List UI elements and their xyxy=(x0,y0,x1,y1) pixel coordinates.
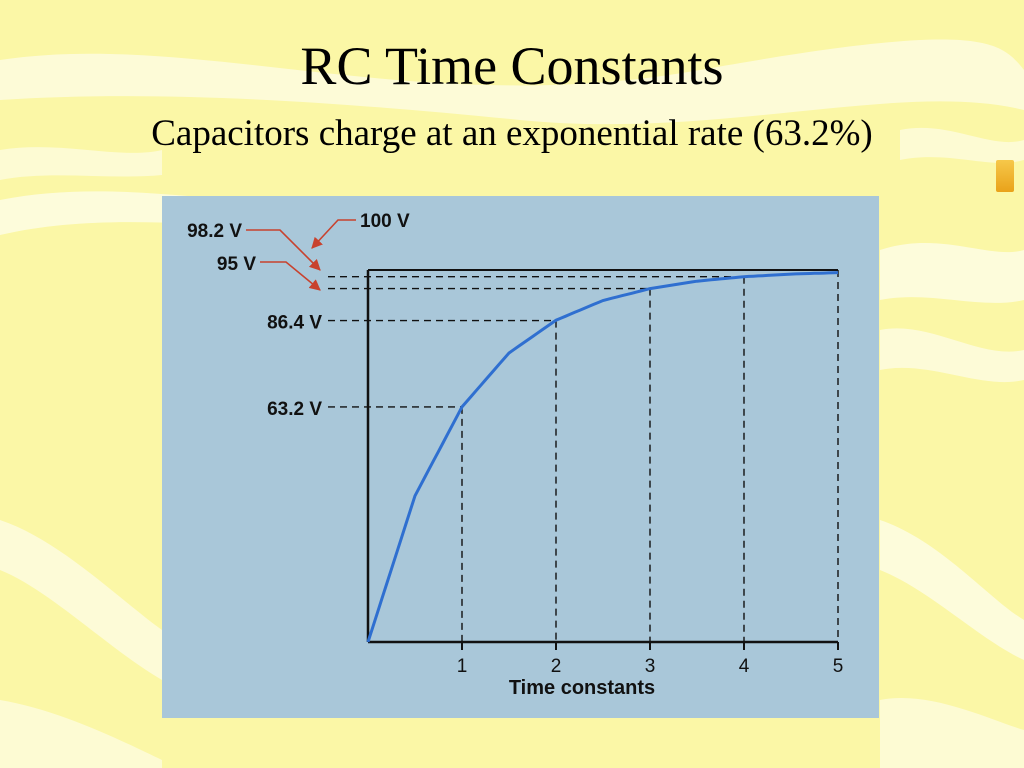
x-tick-label-3: 3 xyxy=(645,656,656,677)
voltage-label-1: 86.4 V xyxy=(267,313,322,334)
axes xyxy=(366,269,838,644)
chart-panel xyxy=(162,196,879,718)
rc-charging-chart: 1 2 3 4 5 63.2 V 86.4 V 95 V 98.2 V 100 V Time c… xyxy=(162,196,879,718)
arrow-100 xyxy=(311,219,356,249)
voltage-label-4: 100 V xyxy=(360,211,410,232)
slide-subtitle: Capacitors charge at an exponential rate… xyxy=(151,113,873,154)
x-ticks: 1 2 3 4 5 xyxy=(457,642,844,677)
x-tick-label-1: 1 xyxy=(457,656,468,677)
guide-lines xyxy=(328,270,839,642)
slide-title: RC Time Constants xyxy=(300,36,724,96)
x-axis-label: Time constants xyxy=(509,677,655,699)
arrow-95 xyxy=(260,261,321,291)
x-tick-label-4: 4 xyxy=(739,656,750,677)
decorative-bar xyxy=(996,160,1014,192)
x-tick-label-2: 2 xyxy=(551,656,562,677)
voltage-label-0: 63.2 V xyxy=(267,399,322,420)
voltage-label-3: 98.2 V xyxy=(187,221,242,242)
arrow-98-2 xyxy=(246,229,321,271)
voltage-labels: 63.2 V 86.4 V 95 V 98.2 V 100 V xyxy=(187,211,410,420)
charge-curve xyxy=(366,271,839,643)
x-tick-label-5: 5 xyxy=(833,656,844,677)
label-arrows xyxy=(246,219,356,291)
voltage-label-2: 95 V xyxy=(217,254,256,275)
